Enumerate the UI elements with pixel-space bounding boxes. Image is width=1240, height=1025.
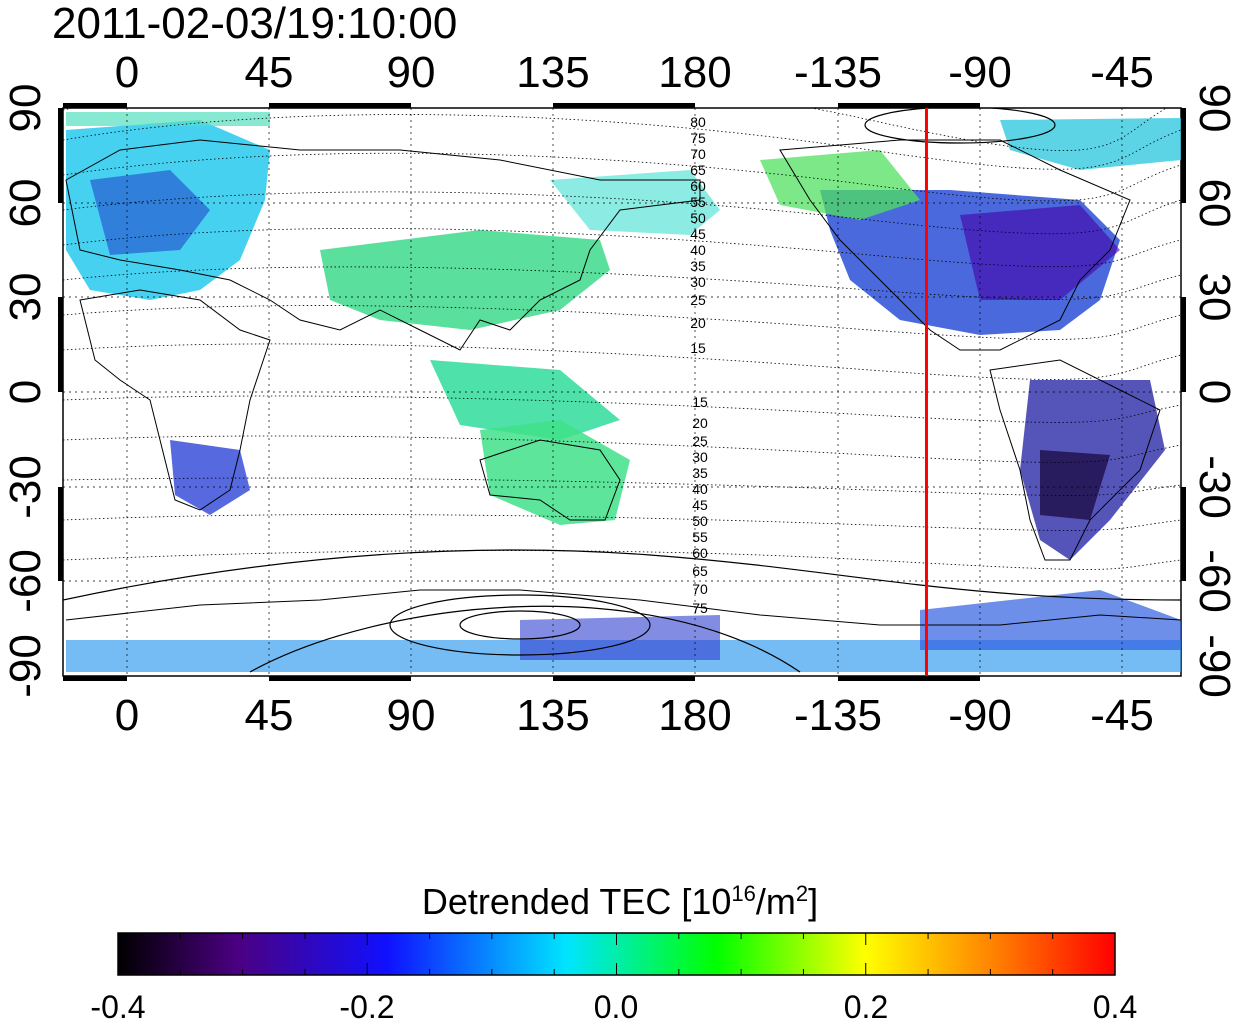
- mlat-label: 25: [690, 292, 706, 308]
- mlat-label: 35: [692, 465, 708, 481]
- top-lon-label: 180: [658, 48, 731, 97]
- colorbar-label: -0.2: [339, 989, 395, 1025]
- mlat-label: 65: [690, 162, 706, 178]
- mlat-label: 20: [692, 415, 708, 431]
- left-lat-label: -60: [1, 549, 50, 613]
- right-lat-label: 90: [1190, 84, 1239, 133]
- mlat-label: 60: [692, 545, 708, 561]
- colorbar-ticks: [179, 933, 1054, 975]
- mlat-label: 45: [690, 226, 706, 242]
- bottom-lon-label: 180: [658, 691, 731, 740]
- right-lat-label: -30: [1190, 455, 1239, 519]
- left-lat-label: -90: [1, 634, 50, 698]
- right-lat-label: -90: [1190, 634, 1239, 698]
- mlat-label: 75: [690, 130, 706, 146]
- tec-data-layer: [66, 112, 1181, 672]
- left-lat-label: 0: [1, 380, 50, 404]
- frame-tick-bars: [58, 103, 1186, 681]
- mlat-label: 55: [692, 529, 708, 545]
- top-lon-label: -90: [948, 48, 1012, 97]
- tec-patch-indonesia: [430, 360, 620, 440]
- mlat-label: 50: [690, 210, 706, 226]
- bottom-lon-axis: 0 45 90 135 180 -135 -90 -45: [115, 691, 1154, 740]
- bottom-lon-label: 45: [245, 691, 294, 740]
- colorbar-label: -0.4: [90, 989, 146, 1025]
- mlat-label: 45: [692, 497, 708, 513]
- mlat-label: 15: [692, 394, 708, 410]
- mlat-label: 60: [690, 178, 706, 194]
- left-lat-label: -30: [1, 455, 50, 519]
- right-lat-axis: 90 60 30 0 -30 -60 -90: [1190, 84, 1239, 698]
- tec-patch-southafrica: [170, 440, 250, 515]
- mlat-label: 70: [692, 581, 708, 597]
- top-lon-label: 0: [115, 48, 139, 97]
- tec-patch-siberia: [550, 170, 720, 235]
- bottom-lon-label: 0: [115, 691, 139, 740]
- mlat-label: 80: [690, 114, 706, 130]
- timestamp-title: 2011-02-03/19:10:00: [52, 0, 458, 48]
- coast-antarctica: [65, 589, 1181, 626]
- top-lon-label: 135: [516, 48, 589, 97]
- left-lat-label: 90: [1, 84, 50, 133]
- top-lon-axis: 0 45 90 135 180 -135 -90 -45: [115, 48, 1154, 97]
- mlat-label: 40: [690, 242, 706, 258]
- right-lat-label: -60: [1190, 549, 1239, 613]
- mlat-label: 35: [690, 258, 706, 274]
- mlat-solid-contours: [63, 108, 1181, 673]
- mlat-label: 55: [690, 194, 706, 210]
- mlat-label: 20: [690, 315, 706, 331]
- left-lat-label: 60: [1, 179, 50, 228]
- bottom-lon-label: 135: [516, 691, 589, 740]
- left-lat-axis: 90 60 30 0 -30 -60 -90: [1, 84, 50, 698]
- mlat-label: 65: [692, 563, 708, 579]
- top-lon-label: -45: [1090, 48, 1154, 97]
- tec-patch-eastasia: [320, 230, 610, 330]
- right-lat-label: 0: [1190, 380, 1239, 404]
- tec-patch-australia: [480, 420, 630, 525]
- tec-patch-greenland: [1000, 118, 1181, 170]
- mlat-label: 25: [692, 433, 708, 449]
- mlat-label: 30: [692, 449, 708, 465]
- bottom-lon-label: -90: [948, 691, 1012, 740]
- colorbar-label: 0.2: [843, 989, 889, 1025]
- colorbar-label: 0.4: [1092, 989, 1138, 1025]
- mlat-north-labels: 80 75 70 65 60 55 50 45 40 35 30 25 20 1…: [690, 114, 706, 356]
- left-lat-label: 30: [1, 273, 50, 322]
- mlat-label: 30: [690, 274, 706, 290]
- bottom-lon-label: -45: [1090, 691, 1154, 740]
- coast-africa: [79, 289, 271, 511]
- coast-south-america: [989, 359, 1161, 561]
- tec-patch-antarctic-2: [520, 615, 720, 660]
- tec-patch-arctic: [66, 112, 270, 126]
- map-grid: [63, 108, 1181, 676]
- tec-patch-sa-core: [1040, 450, 1110, 520]
- mlat-contours: [63, 108, 1181, 570]
- right-lat-label: 30: [1190, 273, 1239, 322]
- coast-north-america: [779, 139, 1131, 351]
- mlat-south-labels: 15 20 25 30 35 40 45 50 55 60 65 70 75: [692, 394, 708, 616]
- coastlines: [65, 139, 1181, 626]
- colorbar-label: 0.0: [593, 989, 639, 1025]
- top-lon-label: -135: [794, 48, 882, 97]
- right-lat-label: 60: [1190, 179, 1239, 228]
- top-lon-label: 45: [245, 48, 294, 97]
- bottom-lon-label: 90: [387, 691, 436, 740]
- coast-australia: [479, 439, 621, 521]
- mlat-label: 70: [690, 146, 706, 162]
- tec-patch-na-north: [760, 150, 920, 220]
- bottom-lon-label: -135: [794, 691, 882, 740]
- colorbar-title: Detrended TEC [1016/m2]: [421, 881, 819, 922]
- tec-patch-na-east: [960, 205, 1120, 300]
- tec-patch-europe-core: [90, 170, 210, 255]
- top-lon-label: 90: [387, 48, 436, 97]
- mlat-label: 40: [692, 481, 708, 497]
- mlat-label: 50: [692, 513, 708, 529]
- mlat-label: 75: [692, 600, 708, 616]
- coast-eurasia: [65, 139, 701, 351]
- mlat-label: 15: [690, 340, 706, 356]
